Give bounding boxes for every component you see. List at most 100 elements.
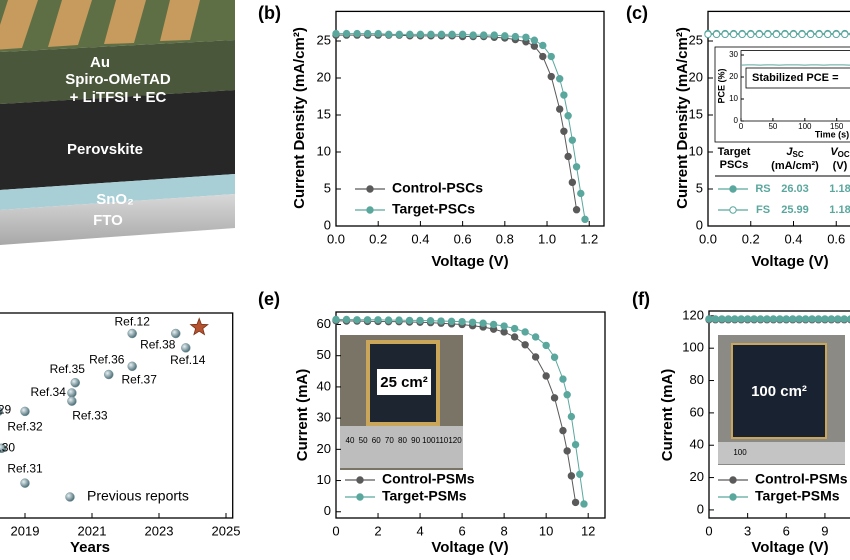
ruler-label: 100	[422, 436, 436, 445]
data-point	[568, 136, 577, 144]
data-point	[712, 30, 721, 39]
data-point	[567, 412, 576, 421]
x-tick-label: 0.0	[327, 231, 345, 246]
data-point	[448, 30, 456, 39]
legend-label: Target-PSMs	[755, 488, 840, 504]
data-point	[567, 472, 576, 480]
data-point	[416, 316, 424, 325]
y-tick-label: 10	[317, 472, 331, 487]
legend-marker	[65, 492, 75, 502]
ruler-label: 70	[385, 436, 394, 445]
area-label: 100 cm²	[751, 383, 807, 400]
legend-label: Previous reports	[87, 488, 189, 504]
data-point	[581, 215, 589, 224]
data-point	[539, 41, 547, 50]
data-point	[795, 315, 803, 323]
data-point	[426, 317, 435, 325]
point-label: Ref.35	[50, 362, 86, 376]
ruler-label: 60	[372, 436, 381, 445]
star-point	[189, 317, 209, 336]
y-tick-label: 20	[689, 69, 703, 84]
x-axis-label: Time (s)	[815, 129, 849, 139]
data-point	[550, 394, 559, 402]
data-point	[353, 29, 361, 38]
y-tick-label: 40	[690, 437, 704, 452]
y-tick-label: 80	[690, 372, 704, 387]
data-point	[510, 324, 519, 333]
y-tick-label: 20	[729, 72, 738, 81]
y-tick-label: 0	[324, 503, 331, 518]
data-point	[763, 315, 771, 323]
data-point	[571, 440, 580, 449]
spiro-layer	[0, 40, 235, 104]
x-tick-label: 2025	[212, 523, 241, 538]
data-point	[789, 30, 798, 39]
layer-label: Au	[90, 54, 110, 71]
data-point	[67, 396, 77, 406]
data-point	[769, 315, 778, 323]
x-tick-label: 100	[798, 122, 812, 131]
data-point	[555, 105, 564, 113]
data-point	[572, 206, 581, 214]
data-point	[332, 29, 340, 38]
label-box	[377, 369, 431, 395]
data-point	[781, 30, 789, 39]
data-point	[342, 29, 351, 38]
x-tick-label: 0.6	[454, 231, 472, 246]
data-point	[374, 29, 382, 38]
data-point	[718, 315, 726, 323]
y-tick-label: 0	[324, 217, 331, 232]
x-tick-label: 0.2	[369, 231, 387, 246]
data-point	[490, 31, 498, 39]
data-point	[814, 315, 823, 323]
y-tick-label: 30	[317, 410, 331, 425]
point-label: Ref.12	[115, 315, 151, 329]
data-point	[427, 30, 435, 39]
data-point	[815, 30, 823, 39]
y-axis-label: Current (mA)	[659, 369, 676, 462]
data-point	[832, 30, 840, 39]
table-header: (V)	[833, 160, 848, 172]
y-tick-label: 15	[689, 106, 703, 121]
data-point	[374, 316, 382, 324]
ruler-label: 120	[448, 436, 462, 445]
data-point	[755, 30, 763, 39]
data-point	[564, 152, 572, 161]
data-point	[363, 29, 372, 38]
ruler-label: 80	[398, 436, 407, 445]
data-point	[385, 30, 393, 39]
y-tick-label: 0	[697, 501, 704, 516]
inset-frame	[740, 50, 850, 122]
header-symbol: J	[786, 146, 793, 158]
data-point	[530, 36, 539, 44]
y-axis-label: Current (mA)	[294, 369, 311, 462]
data-point	[798, 30, 806, 39]
y-tick-label: 120	[682, 307, 704, 322]
y-tick-label: 60	[317, 316, 331, 331]
y-tick-label: 60	[690, 404, 704, 419]
y-axis-label: Current Density (mA/cm²)	[291, 27, 308, 209]
table-header: JSC	[786, 146, 803, 159]
point-label: Ref.36	[89, 353, 125, 367]
point-label: Ref.30	[0, 440, 15, 454]
x-tick-label: 8	[501, 523, 508, 538]
x-tick-label: 2023	[145, 523, 174, 538]
ruler-label: 90	[411, 436, 420, 445]
panel-label: (b)	[258, 3, 281, 23]
table-cell: 1.18	[829, 183, 850, 195]
data-point	[563, 391, 571, 399]
table-header: VOC	[830, 146, 850, 159]
data-point	[531, 333, 540, 341]
data-point	[580, 500, 588, 508]
data-point	[70, 377, 80, 388]
table-header: (mA/cm²)	[771, 160, 819, 172]
plot-frame	[708, 310, 850, 519]
x-tick-label: 6	[783, 523, 790, 538]
data-point	[560, 91, 568, 99]
data-point	[547, 52, 555, 61]
annotation-box	[745, 67, 850, 89]
ruler	[718, 442, 845, 464]
sno2-layer	[0, 174, 235, 210]
point-label: Ref.38	[140, 338, 176, 352]
